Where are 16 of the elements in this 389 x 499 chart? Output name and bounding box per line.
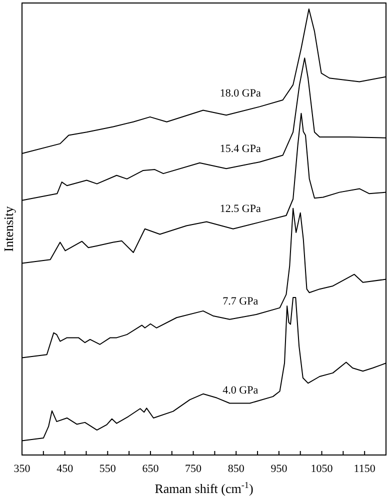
x-tick-label: 450 <box>56 463 74 475</box>
y-axis-title: Intensity <box>1 206 16 252</box>
x-tick-label: 750 <box>185 463 202 475</box>
series-label: 7.7 GPa <box>222 296 258 308</box>
series-label: 4.0 GPa <box>222 384 258 396</box>
x-tick-label: 350 <box>14 463 31 475</box>
series-label: 15.4 GPa <box>220 142 261 155</box>
x-tick-label: 950 <box>270 463 288 475</box>
x-tick-label: 1050 <box>310 463 334 475</box>
x-tick-label: 850 <box>228 463 245 475</box>
series-label: 18.0 GPa <box>220 88 261 100</box>
x-axis-title: Raman shift (cm$^{-1}$) <box>154 480 254 496</box>
x-tick-label: 550 <box>99 463 116 475</box>
x-tick-label: 650 <box>142 463 160 475</box>
series-label: 12.5 GPa <box>220 203 261 216</box>
x-tick-label: 1150 <box>354 463 376 475</box>
